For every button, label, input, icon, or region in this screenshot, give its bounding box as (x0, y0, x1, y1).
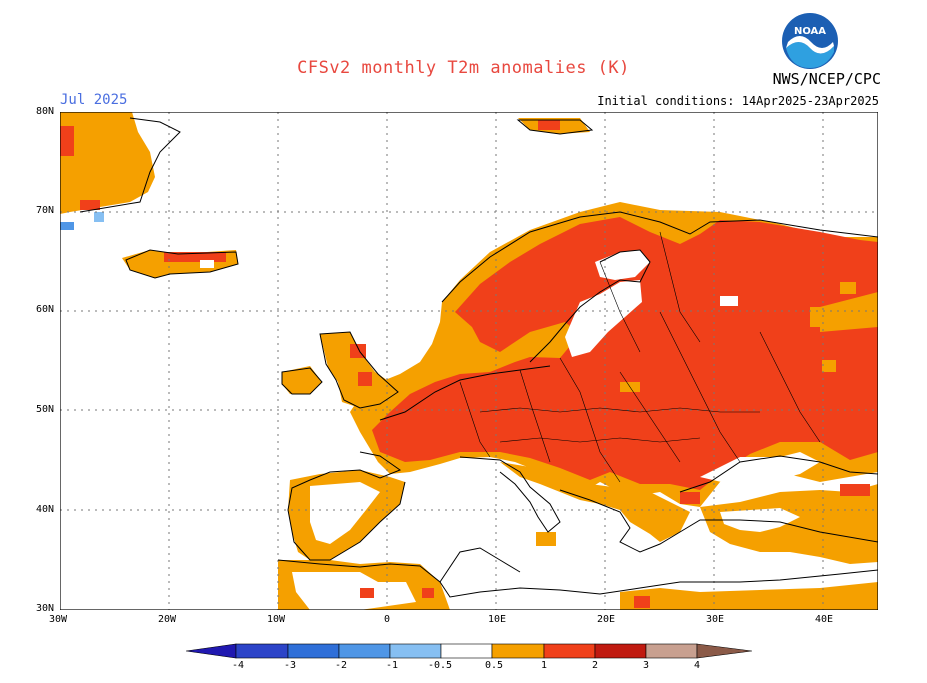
lat-label-40n: 40N (35, 504, 54, 515)
lon-label-20e: 20E (597, 614, 616, 625)
lon-label-20w: 20W (158, 614, 177, 625)
noaa-logo: NOAA (782, 13, 838, 69)
lon-label-30e: 30E (706, 614, 725, 625)
agency-label: NWS/NCEP/CPC (772, 70, 881, 88)
colorbar (186, 643, 752, 659)
anomaly-shading (60, 112, 878, 610)
map-title: CFSv2 monthly T2m anomalies (K) (297, 58, 630, 78)
anomaly-map (60, 112, 878, 610)
lat-label-70n: 70N (35, 205, 54, 216)
forecast-month: Jul 2025 (60, 92, 128, 108)
lon-label-10e: 10E (488, 614, 507, 625)
initial-conditions: Initial conditions: 14Apr2025-23Apr2025 (597, 94, 879, 108)
colorbar-label: -2 (335, 660, 348, 671)
colorbar-label: -0.5 (428, 660, 453, 671)
colorbar-arrow-low (186, 643, 237, 659)
lon-label-10w: 10W (267, 614, 286, 625)
coastlines (79, 117, 878, 598)
colorbar-label: -3 (284, 660, 297, 671)
lat-label-30n: 30N (35, 603, 54, 614)
colorbar-label: 0.5 (485, 660, 504, 671)
lon-label-40e: 40E (815, 614, 834, 625)
logo-text: NOAA (794, 26, 826, 37)
lat-label-50n: 50N (35, 404, 54, 415)
colorbar-label: 1 (541, 660, 548, 671)
lat-label-80n: 80N (35, 106, 54, 117)
colorbar-label: 2 (592, 660, 599, 671)
colorbar-label: 4 (694, 660, 701, 671)
country-borders (459, 231, 821, 483)
lon-label-30w: 30W (49, 614, 68, 625)
colorbar-label: -1 (386, 660, 399, 671)
lon-label-0: 0 (384, 614, 391, 625)
colorbar-label: -4 (232, 660, 245, 671)
colorbar-arrow-high (696, 643, 752, 659)
lat-label-60n: 60N (35, 304, 54, 315)
colorbar-label: 3 (643, 660, 650, 671)
